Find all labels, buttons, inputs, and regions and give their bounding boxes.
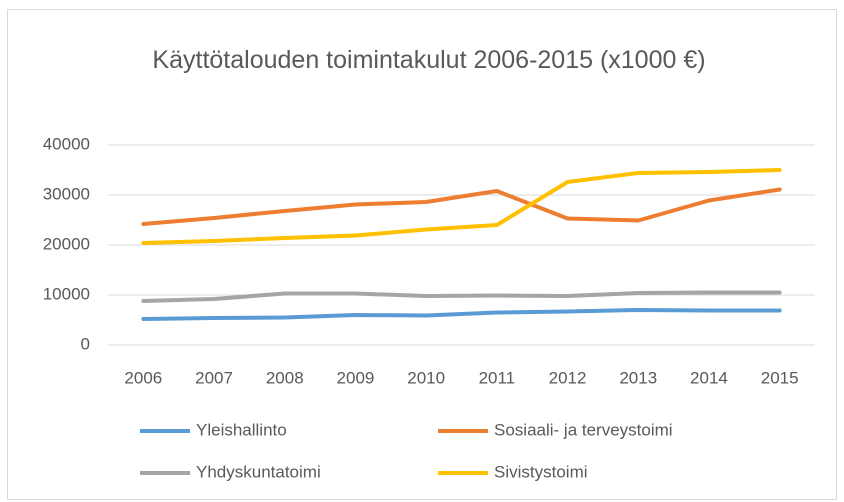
legend-label: Yhdyskuntatoimi bbox=[196, 462, 321, 481]
series-line bbox=[141, 290, 782, 303]
x-tick-label: 2008 bbox=[266, 368, 304, 387]
y-tick-label: 30000 bbox=[43, 184, 90, 203]
y-tick-label: 0 bbox=[81, 334, 90, 353]
series-line bbox=[141, 308, 782, 321]
y-tick-label: 20000 bbox=[43, 234, 90, 253]
x-tick-label: 2015 bbox=[761, 368, 799, 387]
x-tick-label: 2013 bbox=[619, 368, 657, 387]
x-tick-label: 2012 bbox=[549, 368, 587, 387]
x-tick-label: 2011 bbox=[479, 368, 516, 387]
x-tick-label: 2007 bbox=[195, 368, 233, 387]
y-tick-label: 40000 bbox=[43, 134, 90, 153]
legend-label: Sosiaali- ja terveystoimi bbox=[494, 420, 673, 439]
x-tick-label: 2010 bbox=[407, 368, 445, 387]
series-line bbox=[141, 187, 782, 226]
x-tick-label: 2009 bbox=[337, 368, 375, 387]
legend-label: Yleishallinto bbox=[196, 420, 287, 439]
x-tick-label: 2014 bbox=[690, 368, 728, 387]
y-tick-label: 10000 bbox=[43, 284, 90, 303]
x-tick-label: 2006 bbox=[124, 368, 162, 387]
chart-border bbox=[7, 9, 837, 500]
legend-label: Sivistystoimi bbox=[494, 462, 588, 481]
series-line bbox=[141, 168, 782, 245]
chart-title: Käyttötalouden toimintakulut 2006-2015 (… bbox=[152, 46, 706, 74]
